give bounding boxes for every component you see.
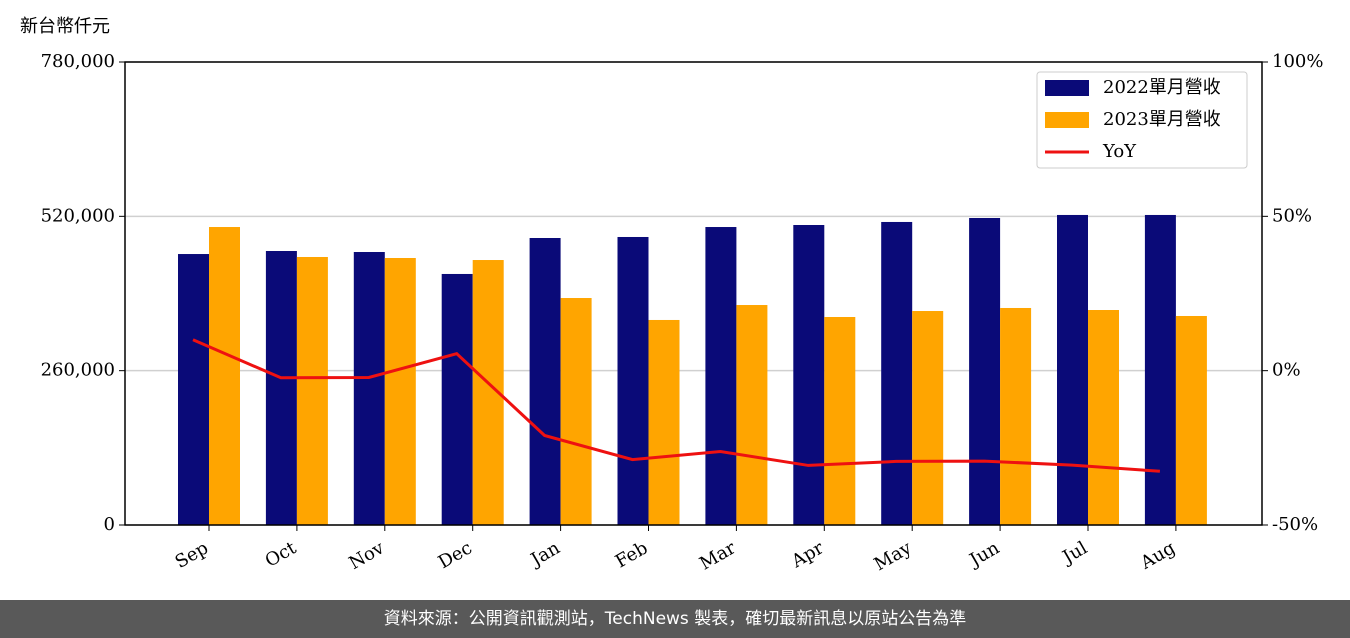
legend-label: 2022單月營收	[1103, 77, 1221, 98]
legend-swatch	[1045, 112, 1089, 128]
bar	[1088, 310, 1119, 525]
x-tick-label: Nov	[345, 537, 388, 574]
y2-tick-label: 0%	[1272, 360, 1301, 381]
bar	[441, 273, 473, 525]
y-tick-label: 520,000	[41, 205, 115, 226]
x-tick-label: Mar	[696, 537, 740, 574]
y2-tick-label: 50%	[1272, 205, 1312, 226]
bar	[529, 237, 561, 525]
bar	[912, 311, 944, 525]
bar	[617, 236, 649, 526]
bar	[881, 221, 913, 525]
bar	[1000, 307, 1032, 525]
bar	[296, 256, 328, 525]
bar	[384, 258, 416, 525]
bar	[1175, 315, 1207, 525]
bar	[178, 254, 209, 525]
bar	[1144, 214, 1176, 525]
x-tick-label: Feb	[612, 537, 652, 572]
y-axis-label: 新台幣仟元	[20, 16, 110, 37]
y-tick-label: 0	[104, 514, 115, 535]
bar	[560, 298, 592, 525]
y-tick-label: 780,000	[41, 51, 115, 72]
page: {"chart_data": {"type": "bar", "y_label"…	[0, 16, 1350, 638]
bar	[1057, 214, 1088, 525]
x-tick-label: Sep	[172, 537, 212, 572]
legend-label: 2023單月營收	[1103, 109, 1221, 130]
x-tick-label: May	[871, 537, 916, 575]
bar	[736, 305, 768, 525]
x-tick-label: Jul	[1057, 537, 1091, 569]
x-tick-label: Apr	[787, 537, 827, 572]
y2-tick-label: 100%	[1272, 51, 1323, 72]
bar	[793, 224, 825, 525]
plot-frame	[124, 61, 1263, 526]
y2-tick-label: -50%	[1272, 514, 1318, 535]
bar	[824, 317, 856, 525]
legend-box	[1036, 71, 1248, 169]
footer: 資料來源：公開資訊觀測站，TechNews 製表，確切最新訊息以原站公告為準	[0, 600, 1350, 638]
x-tick-label: Jan	[526, 537, 564, 571]
x-tick-label: Oct	[262, 537, 301, 572]
legend-swatch	[1045, 80, 1089, 96]
y-tick-label: 260,000	[41, 360, 115, 381]
chart: 新台幣仟元 0 260,000 520,000 780,000 -50% 0% 50% 100…	[20, 16, 1323, 575]
bar	[209, 227, 240, 525]
bar	[353, 252, 385, 526]
x-tick-label: Aug	[1136, 537, 1179, 574]
bar	[265, 250, 297, 526]
legend-label: YoY	[1102, 141, 1137, 162]
x-tick-label: Jun	[965, 537, 1004, 572]
x-tick-label: Dec	[435, 537, 476, 573]
bar	[648, 319, 680, 525]
bar	[969, 217, 1001, 525]
line	[192, 338, 1161, 473]
bar	[705, 227, 737, 525]
